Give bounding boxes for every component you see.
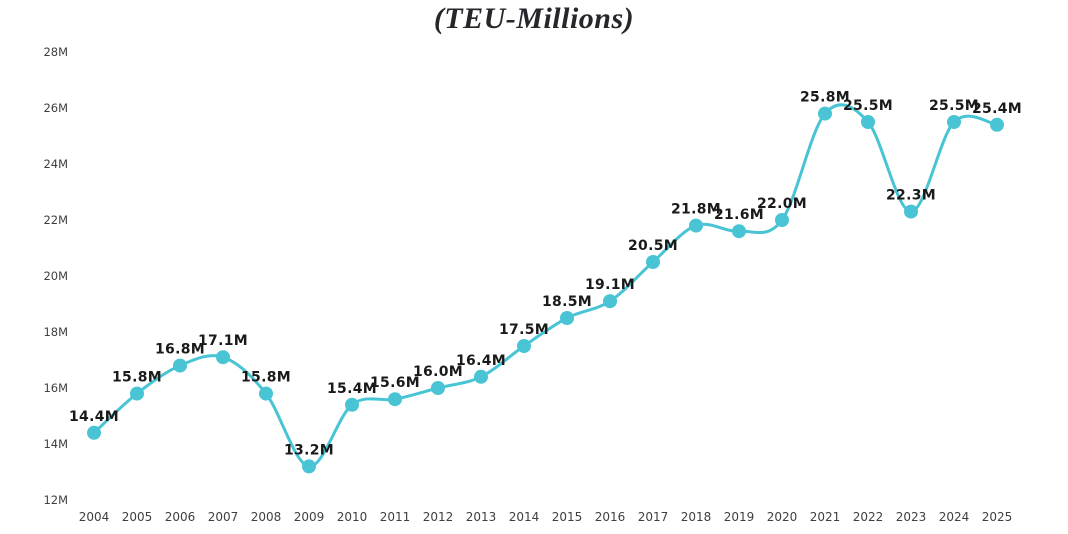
data-point-marker: [775, 213, 789, 227]
data-point-marker: [947, 115, 961, 129]
data-point-label: 20.5M: [628, 238, 678, 254]
x-axis-tick-label: 2015: [552, 510, 583, 524]
x-axis-tick-label: 2023: [896, 510, 927, 524]
data-point-label: 17.1M: [198, 333, 248, 349]
x-axis-tick-label: 2013: [466, 510, 497, 524]
x-axis-tick-label: 2006: [165, 510, 196, 524]
data-point-label: 25.4M: [972, 101, 1022, 117]
x-axis-tick-label: 2008: [251, 510, 282, 524]
x-axis-tick-label: 2020: [767, 510, 798, 524]
data-point-label: 13.2M: [284, 442, 334, 458]
y-axis-tick-label: 16M: [43, 381, 68, 395]
trend-line: [92, 103, 999, 468]
data-point-marker: [302, 459, 316, 474]
data-point-label: 21.8M: [671, 202, 721, 218]
data-point-label: 17.5M: [499, 322, 549, 338]
data-point-label: 14.4M: [69, 409, 119, 425]
data-point-marker: [130, 386, 144, 401]
y-axis-tick-label: 22M: [43, 213, 68, 227]
y-axis-tick-label: 18M: [43, 325, 68, 339]
data-point-marker: [259, 386, 273, 401]
x-axis-tick-label: 2017: [638, 510, 669, 524]
data-point-marker: [517, 339, 531, 353]
y-axis-tick-label: 28M: [43, 45, 68, 59]
x-axis-tick-label: 2016: [595, 510, 626, 524]
data-point-marker: [818, 106, 832, 121]
data-point-label: 22.0M: [757, 196, 807, 212]
data-point-marker: [904, 204, 918, 219]
y-axis-tick-label: 26M: [43, 101, 68, 115]
data-point-marker: [431, 381, 445, 395]
data-point-marker: [603, 294, 617, 309]
x-axis-tick-label: 2014: [509, 510, 540, 524]
y-axis-tick-label: 12M: [43, 493, 68, 507]
y-axis-tick-label: 20M: [43, 269, 68, 283]
x-axis-tick-label: 2018: [681, 510, 712, 524]
y-axis-tick-label: 24M: [43, 157, 68, 171]
x-axis-tick-label: 2004: [79, 510, 110, 524]
data-point-marker: [474, 369, 488, 384]
data-point-label: 15.8M: [112, 370, 162, 386]
x-axis-tick-label: 2007: [208, 510, 239, 524]
data-point-label: 22.3M: [886, 188, 936, 204]
y-axis-tick-label: 14M: [43, 437, 68, 451]
data-point-label: 16.4M: [456, 353, 506, 369]
data-point-label: 16.0M: [413, 364, 463, 380]
x-axis-tick-label: 2021: [810, 510, 841, 524]
data-point-marker: [560, 311, 574, 325]
data-point-marker: [732, 224, 746, 239]
x-axis-tick-label: 2005: [122, 510, 153, 524]
data-point-marker: [861, 115, 875, 129]
data-point-marker: [689, 218, 703, 233]
x-axis-tick-label: 2011: [380, 510, 411, 524]
data-point-marker: [87, 425, 101, 440]
x-axis-tick-label: 2010: [337, 510, 368, 524]
data-point-label: 18.5M: [542, 294, 592, 310]
data-point-label: 15.4M: [327, 381, 377, 397]
data-point-marker: [646, 255, 660, 269]
data-point-label: 15.8M: [241, 370, 291, 386]
x-axis-tick-label: 2025: [982, 510, 1013, 524]
data-point-marker: [345, 397, 359, 412]
data-point-marker: [173, 358, 187, 373]
data-point-label: 15.6M: [370, 375, 420, 391]
data-point-label: 25.5M: [843, 98, 893, 114]
x-axis-tick-label: 2024: [939, 510, 970, 524]
data-point-label: 25.5M: [929, 98, 979, 114]
x-axis-tick-label: 2009: [294, 510, 325, 524]
data-point-label: 19.1M: [585, 277, 635, 293]
data-point-label: 21.6M: [714, 207, 764, 223]
data-point-marker: [216, 350, 230, 365]
data-point-marker: [388, 392, 402, 407]
data-point-label: 25.8M: [800, 90, 850, 106]
chart-title: (TEU-Millions): [433, 2, 635, 35]
x-axis-tick-label: 2012: [423, 510, 454, 524]
x-axis-tick-label: 2019: [724, 510, 755, 524]
data-point-label: 16.8M: [155, 342, 205, 358]
data-point-marker: [990, 117, 1004, 132]
x-axis-tick-label: 2022: [853, 510, 884, 524]
